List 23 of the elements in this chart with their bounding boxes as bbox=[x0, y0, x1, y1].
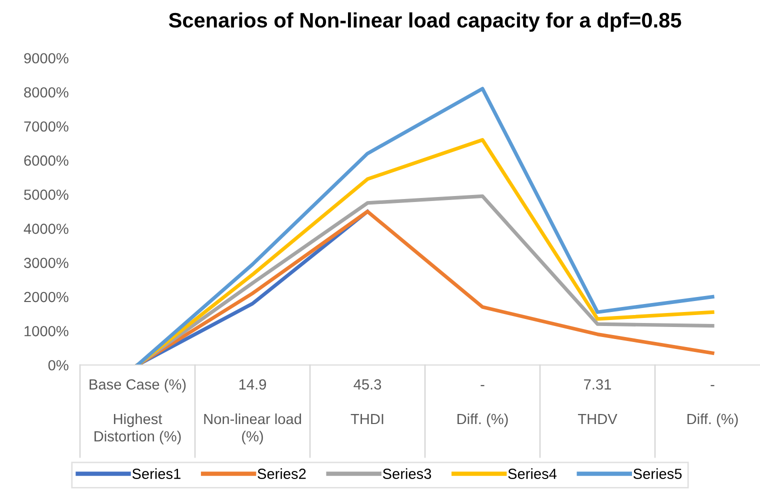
y-tick-label: 4000% bbox=[24, 224, 68, 234]
category-label: 7.31 THDV bbox=[578, 379, 618, 424]
y-tick-label: 6000% bbox=[24, 155, 68, 166]
y-tick-label: 9000% bbox=[24, 53, 68, 64]
y-tick-label: 3000% bbox=[24, 258, 68, 268]
legend-label: Series2 bbox=[258, 468, 306, 479]
y-tick-label: 7000% bbox=[24, 121, 68, 132]
chart-title: Scenarios of Non-linear load capacity for a dpf=0.85 bbox=[168, 12, 682, 32]
y-tick-label: 1000% bbox=[24, 326, 68, 336]
legend-label: Series4 bbox=[508, 468, 557, 479]
category-label: 14.9 Non-linear load (%) bbox=[204, 379, 302, 444]
category-label: - Diff. (%) bbox=[687, 385, 738, 428]
y-tick-label: 2000% bbox=[24, 292, 68, 302]
y-tick-label: 5000% bbox=[24, 190, 68, 200]
category-label: - Diff. (%) bbox=[457, 385, 508, 428]
legend-label: Series5 bbox=[633, 468, 682, 479]
legend-label: Series1 bbox=[132, 468, 180, 479]
legend-label: Series3 bbox=[382, 468, 432, 479]
y-tick-label: 8000% bbox=[24, 87, 68, 98]
category-label: 45.3 THDI bbox=[350, 379, 384, 424]
y-tick-label: 0% bbox=[48, 360, 68, 370]
category-label: Base Case (%) Highest Distortion (%) bbox=[90, 378, 186, 444]
line-series bbox=[136, 86, 714, 365]
